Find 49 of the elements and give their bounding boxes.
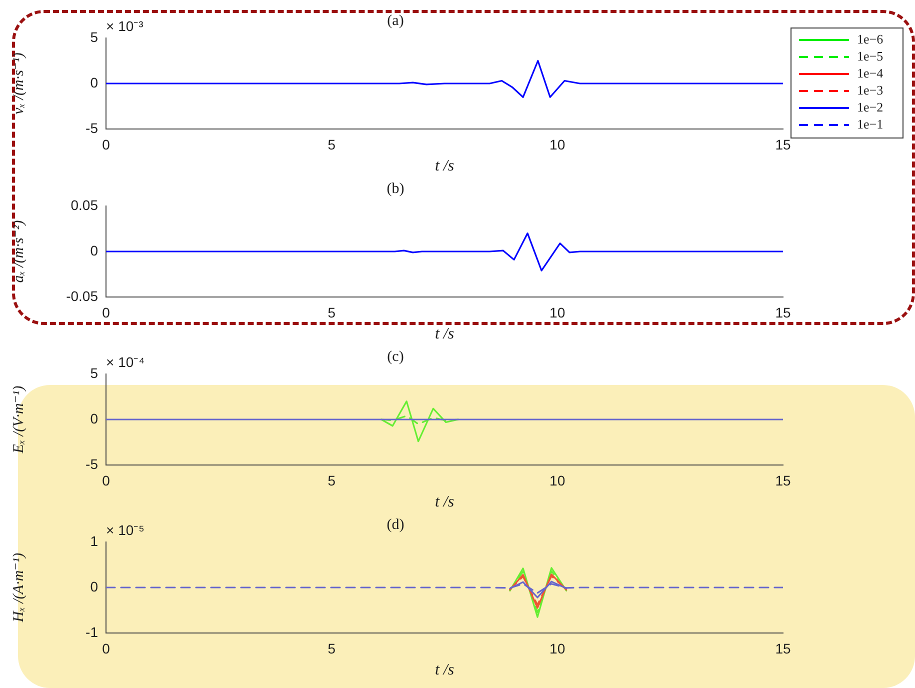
x-axis-title: t /s xyxy=(434,158,454,175)
x-tick-label: 10 xyxy=(550,640,566,656)
y-tick-label: 0 xyxy=(90,410,98,426)
x-tick-label: 15 xyxy=(775,304,791,320)
text: × 10⁻⁵ xyxy=(106,522,144,538)
y-axis-title: aₓ /(m·s⁻²) xyxy=(10,220,27,283)
y-tick-label: 1 xyxy=(90,532,98,549)
x-tick-label: 0 xyxy=(102,640,110,656)
x-axis-title: t /s xyxy=(434,494,454,511)
y-tick-label: 0 xyxy=(90,242,98,258)
x-tick-label: 15 xyxy=(775,640,791,656)
x-tick-label: 5 xyxy=(328,304,336,320)
y-tick-label: 0 xyxy=(90,74,98,90)
y-axis-title: Eₓ /(V·m⁻¹) xyxy=(10,386,27,454)
x-tick-label: 5 xyxy=(328,640,336,656)
x-tick-label: 0 xyxy=(102,304,110,320)
text: × 10⁻³ xyxy=(106,18,144,34)
chart-title: (a) xyxy=(387,12,404,29)
x-tick-label: 0 xyxy=(102,472,110,488)
x-axis-title: t /s xyxy=(434,662,454,679)
y-tick-label: 0.05 xyxy=(70,196,98,213)
y-tick-label: -1 xyxy=(86,624,98,640)
x-axis-title: t /s xyxy=(434,326,454,343)
chart-title: (b) xyxy=(386,180,404,197)
y-axis-title: Hₓ /(A·m⁻¹) xyxy=(10,552,27,624)
y-tick-label: 5 xyxy=(90,28,98,45)
chart-title: (c) xyxy=(387,348,404,365)
legend-label: 1e−1 xyxy=(857,116,884,132)
legend-label: 1e−6 xyxy=(857,31,884,46)
y-tick-label: -5 xyxy=(86,120,98,136)
y-axis-title: vₓ /(m·s⁻¹) xyxy=(10,52,27,114)
legend-label: 1e−4 xyxy=(857,65,884,80)
x-tick-label: 0 xyxy=(102,136,110,152)
legend-label: 1e−2 xyxy=(857,99,884,114)
y-tick-label: 0 xyxy=(90,578,98,594)
legend-label: 1e−5 xyxy=(857,48,884,64)
x-tick-label: 5 xyxy=(328,472,336,488)
y-tick-label: -0.05 xyxy=(66,288,98,304)
legend-label: 1e−3 xyxy=(857,82,884,98)
x-tick-label: 10 xyxy=(550,304,566,320)
x-tick-label: 10 xyxy=(550,136,566,152)
y-tick-label: -5 xyxy=(86,456,98,472)
x-tick-label: 10 xyxy=(550,472,566,488)
x-tick-label: 15 xyxy=(775,472,791,488)
y-tick-label: 5 xyxy=(90,364,98,381)
chart-title: (d) xyxy=(386,516,404,533)
x-tick-label: 5 xyxy=(328,136,336,152)
x-tick-label: 15 xyxy=(775,136,791,152)
text: × 10⁻⁴ xyxy=(106,354,145,370)
